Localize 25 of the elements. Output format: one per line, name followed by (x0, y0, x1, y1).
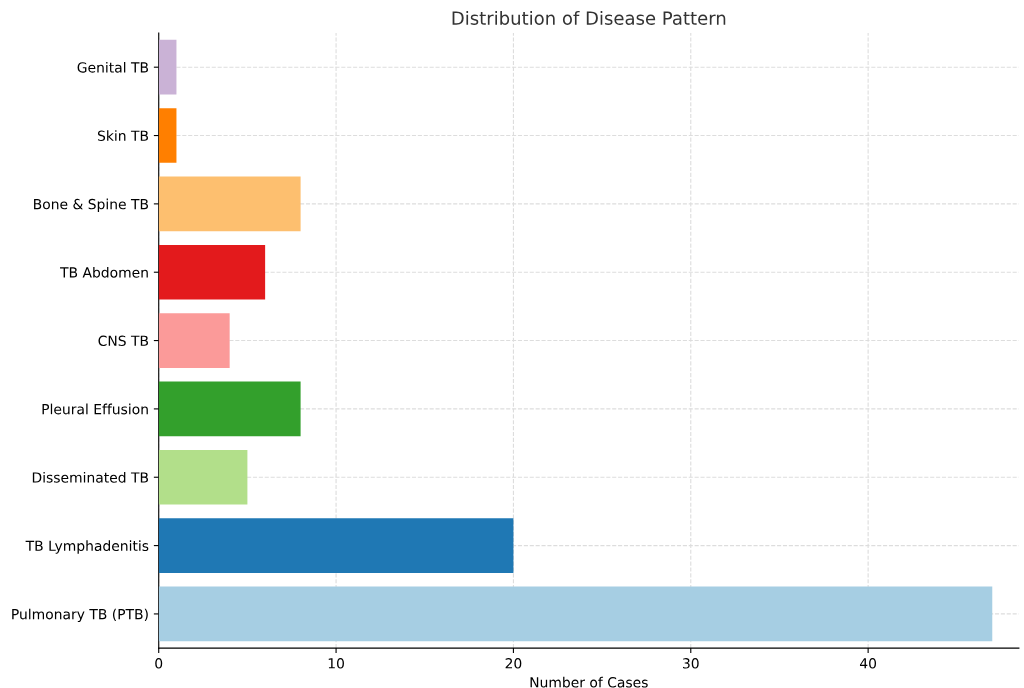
bar (158, 586, 993, 642)
x-tick-label: 40 (859, 658, 877, 669)
bar (158, 313, 230, 368)
x-axis-title: Number of Cases (530, 676, 648, 688)
y-tick-label: TB Abdomen (60, 266, 148, 278)
y-tick-label: Pulmonary TB (PTB) (12, 608, 148, 623)
bar (158, 518, 514, 573)
y-tick-label: Skin TB (97, 130, 149, 142)
bar (158, 108, 177, 163)
y-tick-label: Genital TB (77, 61, 149, 73)
y-tick-label: Pleural Effusion (42, 403, 148, 415)
y-tick-label: Disseminated TB (32, 471, 149, 483)
bar (158, 39, 177, 95)
x-tick-label: 0 (155, 658, 163, 669)
bar (158, 244, 266, 300)
x-tick-label: 10 (328, 658, 344, 669)
y-tick-label: TB Lymphadenitis (25, 540, 149, 554)
chart-title: Distribution of Disease Pattern (452, 10, 726, 25)
y-tick-label: Bone & Spine TB (34, 198, 149, 213)
x-tick-label: 20 (505, 658, 522, 669)
x-tick-label: 30 (683, 658, 699, 669)
bar (158, 381, 301, 437)
y-tick-label: CNS TB (98, 335, 149, 347)
bar (158, 449, 248, 505)
bar (158, 176, 301, 232)
